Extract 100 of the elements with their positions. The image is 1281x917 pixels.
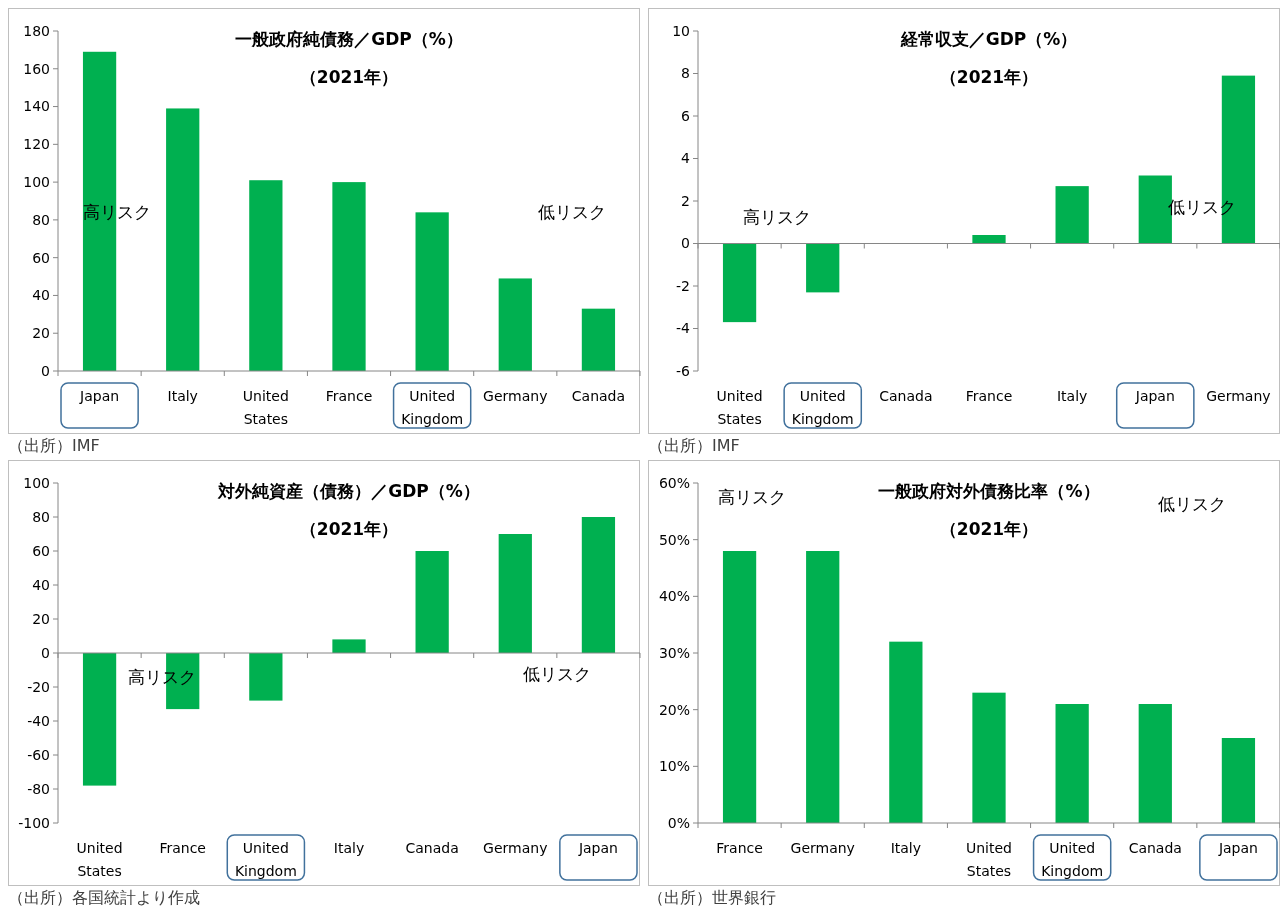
x-tick-label: France (159, 840, 206, 856)
y-tick-label: 120 (23, 136, 50, 153)
x-tick-label: Germany (1206, 388, 1271, 404)
y-tick-label: 2 (681, 192, 690, 209)
bar (581, 308, 616, 371)
x-tick-label: Italy (167, 388, 198, 404)
annotation: 高リスク (718, 487, 786, 507)
bar (722, 243, 757, 323)
y-tick-label: 10% (658, 758, 690, 775)
x-tick-label: Germany (790, 840, 855, 856)
y-tick-label: 50% (658, 531, 690, 548)
bar (972, 692, 1006, 823)
annotation: 高リスク (743, 207, 811, 227)
y-tick-label: 20 (32, 610, 50, 627)
annotation: 低リスク (523, 664, 591, 684)
bar (806, 551, 840, 823)
y-tick-label: 60 (32, 249, 50, 266)
y-tick-label: 0 (41, 362, 50, 379)
x-tick-label: Japan (1217, 840, 1258, 856)
y-tick-label: -4 (676, 320, 691, 337)
bar (581, 517, 616, 653)
y-tick-label: 30% (658, 644, 690, 661)
text: （出所）IMF (648, 436, 740, 455)
y-tick-label: -20 (27, 678, 50, 695)
x-tick-label: Canada (1128, 840, 1182, 856)
text: （2021年） (299, 67, 399, 87)
y-tick-label: 20 (32, 325, 50, 342)
y-tick-label: 80 (32, 508, 50, 525)
y-tick-label: 80 (32, 211, 50, 228)
x-tick-label: Japan (1134, 388, 1175, 404)
y-tick-label: 100 (23, 174, 50, 191)
y-tick-label: 20% (658, 701, 690, 718)
y-tick-label: 0 (41, 644, 50, 661)
bar (1221, 738, 1256, 823)
chart-title: 一般政府対外債務比率（%） (878, 481, 1100, 501)
text: （2021年） (939, 519, 1039, 539)
bar (82, 653, 117, 786)
y-tick-label: 100 (23, 474, 50, 491)
x-tick-label: Italy (890, 840, 922, 856)
x-tick-label: United Kingdom (1041, 840, 1104, 879)
y-tick-label: 6 (681, 107, 691, 124)
bar (249, 180, 283, 371)
bar (415, 212, 449, 371)
bar (972, 235, 1006, 244)
bar (249, 653, 283, 701)
bar (1138, 704, 1172, 823)
y-tick-label: -2 (676, 277, 690, 294)
y-tick-label: 8 (681, 65, 690, 82)
x-tick-label: United States (76, 840, 123, 879)
annotation: 低リスク (538, 202, 606, 222)
bar (722, 551, 757, 823)
y-tick-label: -6 (676, 362, 691, 379)
y-tick-label: 180 (23, 22, 50, 39)
bar (498, 534, 532, 653)
x-tick-label: Italy (333, 840, 365, 856)
bar (1221, 75, 1256, 244)
x-tick-label: France (325, 388, 373, 404)
x-tick-label: Canada (405, 840, 459, 856)
y-tick-label: 60 (32, 542, 50, 559)
y-tick-label: 60% (658, 474, 690, 491)
x-tick-label: France (965, 388, 1013, 404)
x-tick-label: Canada (879, 388, 933, 404)
x-tick-label: Japan (577, 840, 618, 856)
text: （2021年） (299, 519, 399, 539)
x-tick-label: France (716, 840, 763, 856)
x-tick-label: United States (716, 388, 763, 427)
bar (1055, 704, 1089, 823)
annotation: 低リスク (1158, 494, 1226, 514)
y-tick-label: 40 (32, 576, 50, 593)
bar (166, 108, 200, 371)
x-tick-label: Germany (483, 388, 548, 404)
y-tick-label: 140 (23, 98, 50, 115)
y-tick-label: -40 (27, 712, 50, 729)
y-tick-label: 40 (32, 287, 50, 304)
x-tick-label: Canada (571, 388, 626, 404)
y-tick-label: 10 (672, 22, 690, 39)
text: （出所）各国統計より作成 (8, 888, 200, 907)
bar (415, 551, 449, 653)
x-tick-label: United Kingdom (401, 388, 464, 427)
text: （出所）IMF (8, 436, 100, 455)
y-tick-label: 40% (658, 588, 690, 605)
y-tick-label: 160 (23, 60, 50, 77)
y-tick-label: -60 (27, 746, 50, 763)
bar (332, 182, 366, 371)
chart-title: 経常収支／GDP（%） (899, 29, 1078, 49)
y-tick-label: 0% (667, 814, 690, 831)
bar (1055, 186, 1089, 244)
x-tick-label: United Kingdom (234, 840, 297, 879)
bar (806, 243, 840, 293)
y-tick-label: 4 (681, 150, 691, 167)
x-tick-label: United States (242, 388, 289, 427)
text: （出所）世界銀行 (648, 888, 776, 907)
y-tick-label: -100 (18, 814, 50, 831)
text: （2021年） (939, 67, 1039, 87)
chart-title: 対外純資産（債務）／GDP（%） (217, 481, 480, 501)
annotation: 高リスク (83, 202, 151, 222)
y-tick-label: -80 (27, 780, 50, 797)
x-tick-label: Italy (1056, 388, 1088, 404)
bar (498, 278, 532, 371)
x-tick-label: Germany (483, 840, 548, 856)
